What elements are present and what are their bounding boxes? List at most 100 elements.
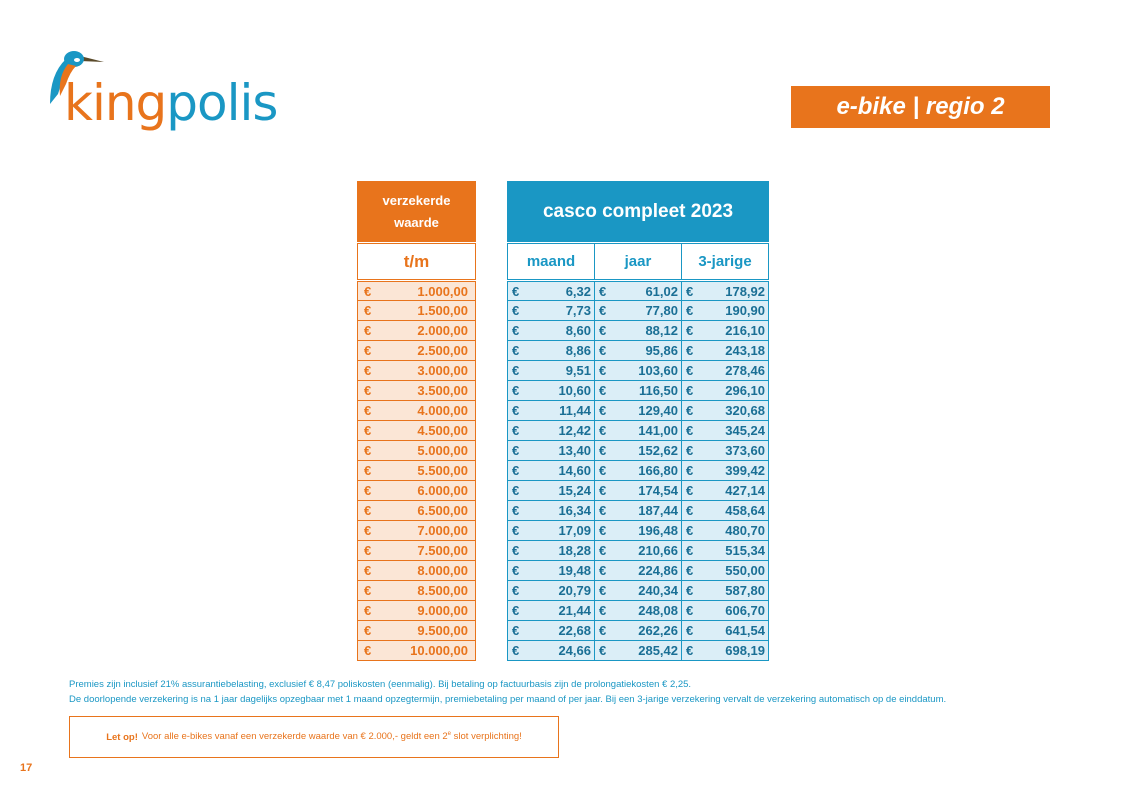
- currency-symbol: €: [364, 283, 372, 299]
- premium-value: 196,48: [638, 523, 678, 538]
- insured-value-cell: 1.000,00: [417, 283, 468, 299]
- currency-symbol: €: [512, 363, 520, 378]
- currency-symbol: €: [686, 403, 694, 418]
- premium-cell-driejarig: €515,34: [682, 541, 769, 561]
- premium-value: 18,28: [558, 543, 591, 558]
- currency-symbol: €: [599, 483, 607, 498]
- column-header-jaar: jaar: [595, 243, 682, 280]
- currency-symbol: €: [364, 443, 372, 458]
- currency-symbol: €: [364, 323, 372, 338]
- premium-value: 15,24: [558, 483, 591, 498]
- premium-cell-maand: €15,24: [507, 481, 595, 501]
- premium-row: €16,34 €187,44 €458,64: [507, 501, 769, 521]
- premium-cell-jaar: €141,00: [595, 421, 682, 441]
- insured-value-cell: 1.500,00: [417, 303, 468, 318]
- currency-symbol: €: [512, 583, 520, 598]
- premium-value: 320,68: [725, 403, 765, 418]
- warning-superscript: e: [447, 731, 452, 738]
- currency-symbol: €: [512, 643, 520, 658]
- premium-value: 22,68: [558, 623, 591, 638]
- premium-cell-jaar: €166,80: [595, 461, 682, 481]
- currency-symbol: €: [512, 423, 520, 438]
- premium-value: 88,12: [645, 323, 678, 338]
- currency-symbol: €: [686, 283, 694, 299]
- currency-symbol: €: [364, 623, 372, 638]
- premium-cell-maand: €17,09: [507, 521, 595, 541]
- premium-cell-jaar: €95,86: [595, 341, 682, 361]
- insured-value-cell: 9.000,00: [417, 603, 468, 618]
- premium-value: 262,26: [638, 623, 678, 638]
- currency-symbol: €: [512, 483, 520, 498]
- premium-cell-maand: €8,86: [507, 341, 595, 361]
- insured-value-cell: 5.500,00: [417, 463, 468, 478]
- currency-symbol: €: [599, 303, 607, 318]
- insured-value-row: €6.500,00: [357, 501, 476, 521]
- premium-value: 606,70: [725, 603, 765, 618]
- currency-symbol: €: [599, 423, 607, 438]
- premium-cell-jaar: €240,34: [595, 581, 682, 601]
- insured-value-header-line1: verzekerde: [382, 192, 451, 208]
- premium-row: €17,09 €196,48 €480,70: [507, 521, 769, 541]
- insured-value-header: verzekerde waarde: [357, 181, 476, 242]
- insured-value-subheader: t/m: [357, 243, 476, 280]
- premium-cell-jaar: €196,48: [595, 521, 682, 541]
- premium-cell-driejarig: €243,18: [682, 341, 769, 361]
- insured-value-header-line2: waarde: [394, 214, 439, 230]
- insured-value-row: €1.000,00: [357, 281, 476, 301]
- premium-cell-maand: €6,32: [507, 281, 595, 301]
- premium-cell-jaar: €224,86: [595, 561, 682, 581]
- currency-symbol: €: [364, 483, 372, 498]
- currency-symbol: €: [364, 543, 372, 558]
- premium-cell-driejarig: €216,10: [682, 321, 769, 341]
- premium-value: 641,54: [725, 623, 765, 638]
- premium-value: 14,60: [558, 463, 591, 478]
- premium-cell-driejarig: €606,70: [682, 601, 769, 621]
- currency-symbol: €: [686, 323, 694, 338]
- premium-value: 216,10: [725, 323, 765, 338]
- premium-value: 103,60: [638, 363, 678, 378]
- region-badge: e-bike | regio 2: [791, 86, 1050, 128]
- insured-value-cell: 2.500,00: [417, 343, 468, 358]
- currency-symbol: €: [599, 643, 607, 658]
- premium-cell-jaar: €285,42: [595, 641, 682, 661]
- logo-wordmark: kingpolis: [64, 78, 278, 128]
- currency-symbol: €: [599, 603, 607, 618]
- premium-value: 17,09: [558, 523, 591, 538]
- premium-value: 587,80: [725, 583, 765, 598]
- insured-value-row: €4.000,00: [357, 401, 476, 421]
- premium-value: 19,48: [558, 563, 591, 578]
- lock-warning-box: Let op! Voor alle e-bikes vanaf een verze…: [69, 716, 559, 758]
- premium-cell-maand: €9,51: [507, 361, 595, 381]
- premium-row: €13,40 €152,62 €373,60: [507, 441, 769, 461]
- premium-cell-driejarig: €296,10: [682, 381, 769, 401]
- currency-symbol: €: [599, 283, 607, 299]
- logo-text-polis: polis: [166, 74, 278, 132]
- premium-cell-maand: €22,68: [507, 621, 595, 641]
- insured-value-cell: 8.000,00: [417, 563, 468, 578]
- currency-symbol: €: [686, 543, 694, 558]
- column-header-maand: maand: [507, 243, 595, 280]
- currency-symbol: €: [512, 343, 520, 358]
- premium-cell-jaar: €262,26: [595, 621, 682, 641]
- currency-symbol: €: [364, 383, 372, 398]
- currency-symbol: €: [686, 483, 694, 498]
- premium-row: €9,51 €103,60 €278,46: [507, 361, 769, 381]
- premium-cell-jaar: €129,40: [595, 401, 682, 421]
- premium-value: 141,00: [638, 423, 678, 438]
- premium-row: €20,79 €240,34 €587,80: [507, 581, 769, 601]
- premium-cell-jaar: €152,62: [595, 441, 682, 461]
- premium-cell-maand: €12,42: [507, 421, 595, 441]
- warning-text: Voor alle e-bikes vanaf een verzekerde w…: [141, 731, 448, 743]
- premium-cell-driejarig: €373,60: [682, 441, 769, 461]
- currency-symbol: €: [686, 383, 694, 398]
- currency-symbol: €: [364, 503, 372, 518]
- premium-cell-jaar: €61,02: [595, 281, 682, 301]
- currency-symbol: €: [364, 463, 372, 478]
- insured-value-row: €10.000,00: [357, 641, 476, 661]
- premium-value: 190,90: [725, 303, 765, 318]
- premium-cell-driejarig: €698,19: [682, 641, 769, 661]
- premium-value: 427,14: [725, 483, 765, 498]
- premium-row: €15,24 €174,54 €427,14: [507, 481, 769, 501]
- currency-symbol: €: [599, 323, 607, 338]
- premium-value: 187,44: [638, 503, 678, 518]
